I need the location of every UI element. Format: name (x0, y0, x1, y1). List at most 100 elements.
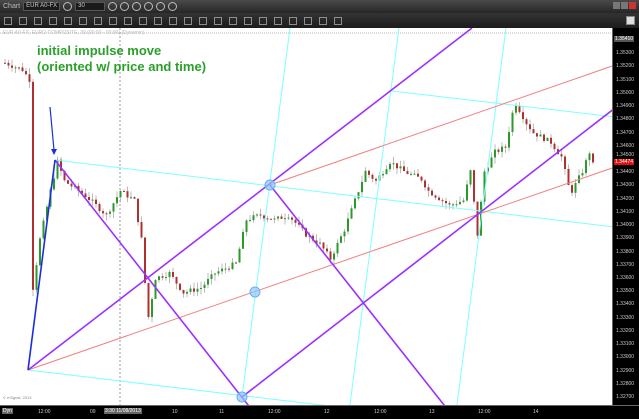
guide-line-lower (27, 369, 326, 405)
triangle-tool-icon[interactable] (154, 16, 162, 25)
horizontal-lines-tool-icon[interactable] (214, 16, 222, 25)
price-axis[interactable]: 1.35300 1.35200 1.35100 1.35000 1.34900 1.348… (612, 28, 639, 405)
time-lines-tool-icon[interactable] (244, 16, 252, 25)
candle-body (228, 268, 230, 270)
zoom-out-icon[interactable] (132, 2, 142, 11)
price-label: 1.35200 (616, 63, 635, 70)
gann-fan-tool-icon[interactable] (94, 16, 102, 25)
pencil-icon[interactable] (120, 2, 130, 11)
candle-body (235, 262, 237, 264)
candle-body (553, 143, 556, 150)
drawing-toolbar (0, 13, 639, 28)
price-label: 1.33000 (616, 354, 635, 361)
candle-body (60, 159, 62, 171)
symbol-input[interactable]: EUR A0-FX (23, 2, 61, 11)
candle-body (550, 137, 552, 144)
pivot-markers (236, 179, 276, 403)
ellipse-tool-icon[interactable] (109, 16, 117, 25)
text-tool-icon[interactable] (259, 16, 267, 25)
vertical-line-tool-icon[interactable] (34, 16, 42, 25)
candle-body (469, 170, 472, 185)
candle-body (392, 163, 395, 165)
candle-body (396, 163, 398, 169)
close-button[interactable] (629, 2, 636, 9)
link-icon[interactable] (168, 2, 178, 11)
rectangle-tool-icon[interactable] (124, 16, 132, 25)
candle-body (284, 218, 286, 220)
diamond-tool-icon[interactable] (139, 16, 147, 25)
price-label: 1.34100 (616, 208, 635, 215)
candle-body (126, 191, 129, 198)
grid-tool-icon[interactable] (334, 16, 342, 25)
pivot-marker[interactable] (249, 286, 261, 298)
candle-body (242, 231, 244, 249)
pitchfork-tool-icon[interactable] (79, 16, 87, 25)
candle-body (39, 238, 41, 266)
candle-body (585, 160, 587, 174)
annotation-text: initial impulse move (oriented w/ price … (37, 43, 206, 75)
candle-body (371, 174, 374, 179)
pivot-marker[interactable] (236, 391, 248, 403)
candle-body (182, 289, 185, 294)
candle-body (28, 74, 31, 82)
channel-tool-icon[interactable] (169, 16, 177, 25)
candle-body (350, 208, 353, 219)
fibonacci-tool-icon[interactable] (64, 16, 72, 25)
bars-tool-icon[interactable] (229, 16, 237, 25)
chart-area[interactable]: EUR A0-FX, EURO COMPOSITE, 30 (00:00 - 0… (0, 28, 612, 405)
candle-body (130, 197, 132, 199)
candle-body (179, 283, 181, 290)
arrow-down-tool-icon[interactable] (289, 16, 297, 25)
chart-canvas (0, 28, 612, 405)
parallel-lines-tool-icon[interactable] (184, 16, 192, 25)
candle-body (588, 153, 591, 161)
candle-body (172, 271, 174, 277)
time-line-2 (349, 28, 400, 405)
pivot-marker[interactable] (264, 179, 276, 191)
guide-lines (27, 28, 612, 405)
candle-body (399, 166, 402, 169)
candle-body (91, 199, 94, 201)
candle-body (67, 180, 69, 184)
line-tool-icon[interactable] (4, 16, 12, 25)
minimize-button[interactable] (613, 2, 620, 9)
candle-body (245, 220, 248, 232)
candle-body (98, 204, 101, 212)
gear-icon[interactable] (63, 2, 73, 11)
median-line-lower (27, 167, 612, 371)
time-axis[interactable]: Dyn 12:00 09 3:30 11/08/2013 10 11 12:00… (0, 405, 639, 419)
cycle-tool-icon[interactable] (199, 16, 207, 25)
maximize-button[interactable] (621, 2, 628, 9)
restore-chart-button[interactable] (626, 16, 635, 25)
candle-body (424, 180, 426, 188)
dynamic-mode-button[interactable]: Dyn (2, 408, 13, 414)
angle-tool-icon[interactable] (304, 16, 312, 25)
candle-body (105, 213, 108, 215)
zoom-in-icon[interactable] (144, 2, 154, 11)
clock-icon[interactable] (108, 2, 118, 11)
refresh-icon[interactable] (156, 2, 166, 11)
median-line-upper (269, 65, 612, 186)
price-label: 1.32900 (616, 367, 635, 374)
candle-body (413, 173, 416, 175)
candle-body (343, 231, 346, 237)
candle-body (147, 282, 150, 317)
candle-body (151, 298, 153, 317)
candle-body (193, 288, 195, 292)
arrow-up-tool-icon[interactable] (274, 16, 282, 25)
candle-body (319, 242, 321, 244)
candle-body (410, 173, 412, 175)
candle-body (434, 195, 437, 198)
candle-body (154, 280, 157, 299)
candle-body (102, 211, 104, 214)
candle-body (119, 191, 122, 198)
interval-input[interactable]: 30 (75, 2, 106, 11)
elliott-wave-tool-icon[interactable] (49, 16, 57, 25)
candle-body (455, 204, 458, 206)
candle-body (539, 134, 542, 137)
candle-body (567, 169, 570, 186)
eraser-tool-icon[interactable] (319, 16, 327, 25)
candle-body (466, 184, 468, 201)
horizontal-line-tool-icon[interactable] (19, 16, 27, 25)
window-title: Chart (3, 3, 21, 10)
